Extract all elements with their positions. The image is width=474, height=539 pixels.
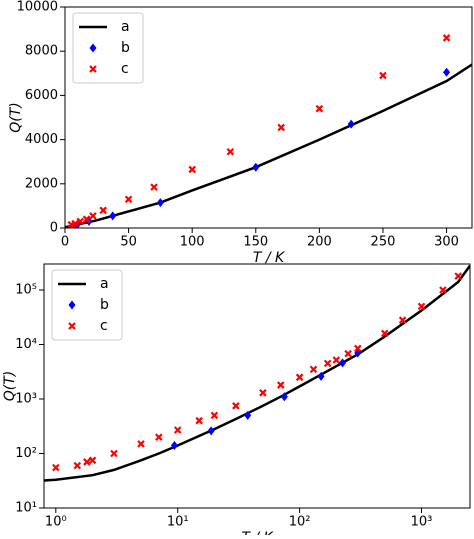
marker-cross [381, 329, 389, 338]
marker-cross [379, 71, 387, 80]
marker-cross [323, 359, 332, 368]
marker-cross [277, 123, 285, 132]
marker-diamond [347, 119, 355, 129]
marker-diamond [109, 211, 117, 221]
axes-frame [43, 263, 471, 509]
y-axis-label: Q(T) [8, 102, 24, 133]
line-a [65, 63, 472, 228]
marker-diamond [339, 358, 347, 368]
legend-label: b [121, 40, 130, 56]
marker-cross [83, 458, 91, 466]
x-tick-label: 200 [307, 235, 332, 250]
marker-cross [73, 461, 82, 470]
legend-label: c [100, 318, 108, 334]
plot-area [44, 264, 470, 482]
y-tick-label: 2000 [25, 176, 58, 191]
marker-diamond [170, 441, 178, 451]
x-tick-label: 0 [61, 235, 69, 250]
x-tick-label: 250 [371, 235, 396, 250]
marker-diamond [280, 392, 288, 402]
marker-cross [155, 433, 163, 441]
marker-diamond [443, 67, 451, 77]
x-tick-label: 300 [434, 235, 459, 250]
marker-diamond [252, 162, 260, 172]
marker-cross [226, 147, 235, 156]
marker-diamond [244, 410, 252, 420]
y-tick-label: 0 [50, 221, 58, 236]
marker-cross [232, 402, 240, 410]
legend-marker [68, 322, 76, 330]
marker-cross [99, 206, 107, 215]
marker-cross [332, 356, 341, 364]
marker-cross [210, 411, 219, 420]
marker-cross [88, 456, 97, 465]
y-tick-label: 10000 [17, 0, 58, 15]
axes-frame [64, 6, 473, 229]
y-tick-label: 10⁴ [15, 337, 37, 352]
legend-label: a [121, 19, 130, 35]
marker-cross [71, 219, 79, 228]
marker-cross [315, 104, 324, 113]
y-tick-label: 10² [15, 446, 37, 461]
legend-label: b [100, 297, 109, 313]
marker-cross [398, 316, 407, 324]
x-tick-label: 50 [120, 235, 137, 250]
marker-cross [295, 373, 304, 382]
marker-cross [417, 302, 426, 311]
marker-cross [439, 286, 447, 294]
x-tick-label: 10⁰ [45, 515, 67, 530]
marker-cross [137, 440, 145, 448]
marker-diamond [317, 371, 325, 381]
x-tick-label: 100 [180, 235, 205, 250]
y-tick-label: 4000 [25, 132, 58, 147]
marker-cross [52, 463, 60, 472]
y-axis-label: Q(T) [2, 371, 18, 402]
marker-cross [76, 217, 85, 226]
legend-marker [89, 43, 97, 53]
x-axis-label: T / K [241, 530, 274, 535]
marker-cross [82, 215, 91, 223]
y-tick-label: 8000 [25, 44, 58, 59]
line-a [44, 264, 470, 482]
y-tick-label: 10⁵ [15, 283, 37, 298]
legend-label: c [121, 61, 129, 77]
marker-diamond [207, 426, 215, 436]
marker-cross [110, 449, 118, 458]
marker-cross [442, 34, 451, 42]
x-tick-label: 10³ [411, 515, 433, 530]
marker-cross [195, 416, 203, 425]
marker-cross [124, 195, 133, 204]
y-tick-label: 6000 [25, 88, 58, 103]
marker-cross [188, 165, 196, 174]
y-tick-label: 10³ [15, 392, 37, 407]
legend-box [51, 269, 123, 341]
marker-cross [309, 365, 318, 374]
marker-cross [150, 183, 158, 191]
marker-cross [454, 272, 462, 280]
marker-cross [259, 389, 267, 397]
marker-diamond [156, 198, 164, 208]
marker-cross [344, 349, 352, 358]
x-axis-label: T / K [253, 250, 286, 266]
x-tick-label: 10² [289, 515, 311, 530]
marker-cross [173, 426, 182, 434]
legend-label: a [100, 276, 109, 292]
x-tick-label: 150 [243, 235, 268, 250]
marker-cross [276, 381, 285, 389]
legend-box [72, 12, 144, 84]
plot-area [65, 34, 472, 228]
marker-cross [89, 212, 97, 220]
legend-marker [89, 65, 97, 73]
legend-marker [68, 300, 76, 310]
marker-cross [353, 344, 362, 353]
x-tick-label: 10¹ [167, 515, 189, 530]
y-tick-label: 10¹ [15, 501, 37, 516]
